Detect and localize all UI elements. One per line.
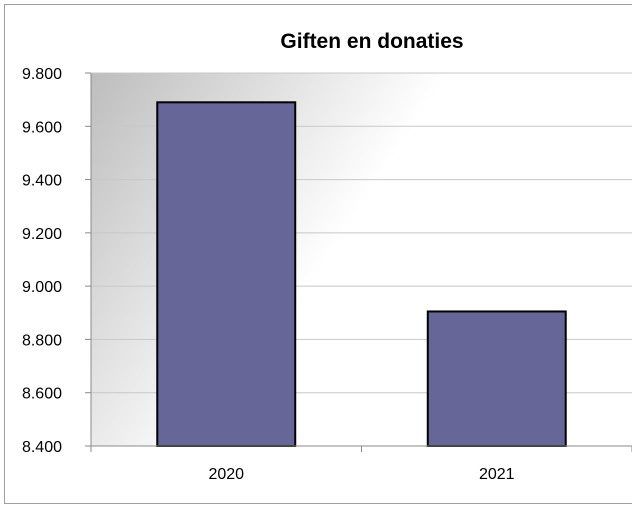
y-tick-label: 8.800 xyxy=(22,332,62,349)
y-tick-label: 9.000 xyxy=(22,279,62,296)
x-axis-tick-labels: 2020 2021 xyxy=(208,466,514,483)
bars xyxy=(156,101,567,448)
y-tick-label: 9.800 xyxy=(22,66,62,83)
y-tick-label: 9.600 xyxy=(22,119,62,136)
bar-2021 xyxy=(426,310,567,448)
y-tick-label: 9.200 xyxy=(22,226,62,243)
x-tick-label: 2020 xyxy=(208,466,244,483)
bar-2020 xyxy=(156,101,297,448)
y-tick-label: 8.400 xyxy=(22,439,62,456)
chart-title: Giften en donaties xyxy=(280,30,463,53)
y-axis-tick-labels: 8.400 8.600 8.800 9.000 9.200 9.400 9.600 9.800 xyxy=(22,66,62,456)
axes xyxy=(85,72,632,452)
y-tick-label: 8.600 xyxy=(22,386,62,403)
x-tick-label: 2021 xyxy=(479,466,515,483)
y-tick-label: 9.400 xyxy=(22,173,62,190)
